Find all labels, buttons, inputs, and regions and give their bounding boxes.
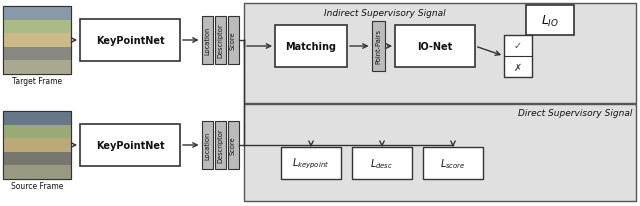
Bar xyxy=(275,26,347,68)
Bar xyxy=(3,125,71,138)
Bar xyxy=(244,104,636,201)
Bar xyxy=(214,121,225,169)
Text: ✓: ✓ xyxy=(514,41,522,51)
Text: Descriptor: Descriptor xyxy=(217,128,223,163)
Text: Matching: Matching xyxy=(285,42,337,52)
Text: $L_{keypoint}$: $L_{keypoint}$ xyxy=(292,156,330,170)
Text: KeyPointNet: KeyPointNet xyxy=(96,140,164,150)
Text: $L_{IO}$: $L_{IO}$ xyxy=(541,13,559,28)
Bar xyxy=(3,34,71,48)
Bar xyxy=(281,147,341,179)
Text: ✗: ✗ xyxy=(514,62,522,72)
Bar xyxy=(3,138,71,152)
Bar xyxy=(202,121,212,169)
Text: Descriptor: Descriptor xyxy=(217,23,223,58)
Bar xyxy=(3,166,71,179)
Bar xyxy=(3,61,71,75)
Bar xyxy=(3,7,71,21)
Bar xyxy=(227,121,239,169)
Bar xyxy=(423,147,483,179)
Bar xyxy=(395,26,475,68)
Bar xyxy=(504,36,532,78)
Bar xyxy=(244,4,636,103)
Bar xyxy=(80,20,180,62)
Text: Location: Location xyxy=(204,131,210,159)
Text: $L_{desc}$: $L_{desc}$ xyxy=(371,156,394,170)
Text: Score: Score xyxy=(230,136,236,154)
Text: KeyPointNet: KeyPointNet xyxy=(96,36,164,46)
Text: Target Frame: Target Frame xyxy=(12,77,62,86)
Text: IO-Net: IO-Net xyxy=(417,42,452,52)
Text: $L_{score}$: $L_{score}$ xyxy=(440,156,466,170)
Bar xyxy=(352,147,412,179)
Text: Score: Score xyxy=(230,32,236,50)
Bar xyxy=(214,17,225,65)
Bar xyxy=(3,48,71,61)
Text: Location: Location xyxy=(204,27,210,55)
Bar xyxy=(3,111,71,179)
Bar xyxy=(371,22,385,72)
Bar xyxy=(526,6,574,36)
Bar xyxy=(80,124,180,166)
Bar xyxy=(3,111,71,179)
Text: Direct Supervisory Signal: Direct Supervisory Signal xyxy=(518,109,632,118)
Bar xyxy=(3,111,71,125)
Bar xyxy=(3,21,71,34)
Bar xyxy=(3,152,71,166)
Text: Point-Pairs: Point-Pairs xyxy=(375,29,381,64)
Bar xyxy=(3,7,71,75)
Bar xyxy=(227,17,239,65)
Text: Indirect Supervisory Signal: Indirect Supervisory Signal xyxy=(324,8,445,18)
Bar xyxy=(202,17,212,65)
Bar xyxy=(3,7,71,75)
Text: Source Frame: Source Frame xyxy=(11,182,63,191)
